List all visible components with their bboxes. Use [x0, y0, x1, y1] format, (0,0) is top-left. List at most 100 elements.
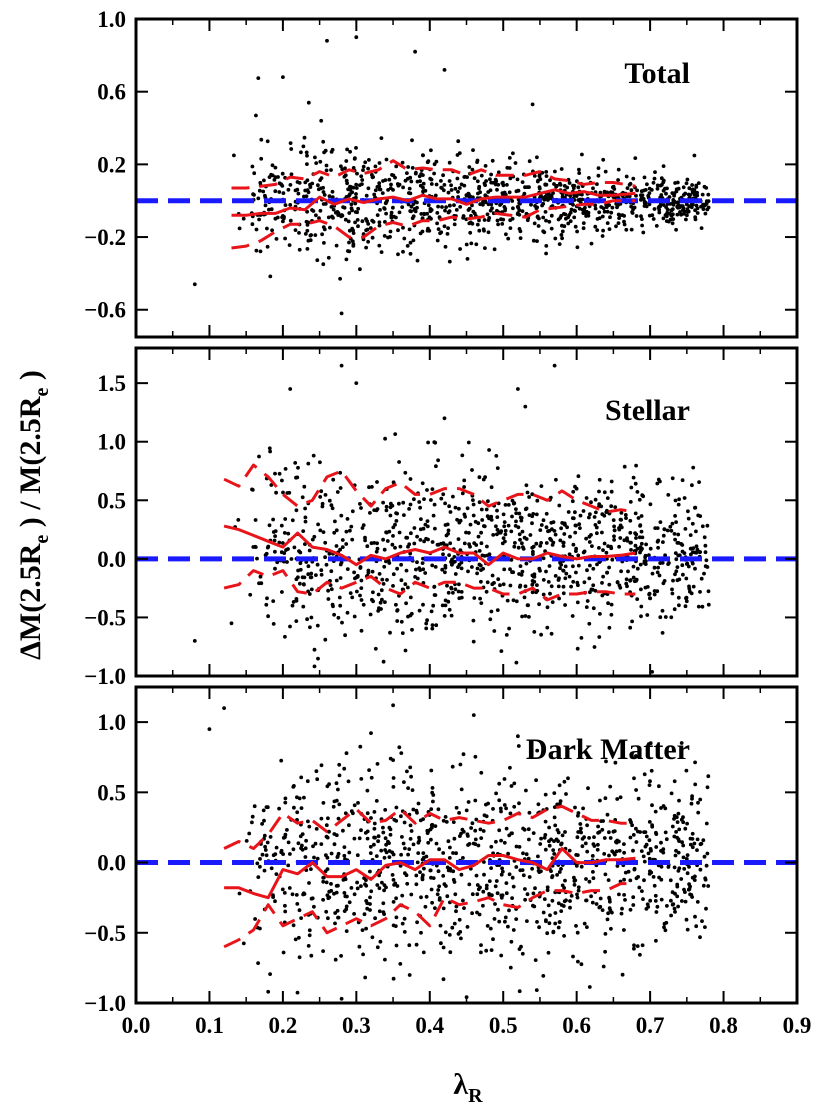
data-point — [448, 203, 452, 208]
data-point — [285, 560, 289, 564]
data-point — [648, 869, 652, 874]
data-point — [541, 578, 546, 582]
data-point — [524, 852, 529, 857]
data-point — [344, 751, 349, 756]
data-point — [281, 950, 286, 955]
data-point — [672, 779, 677, 784]
data-point — [316, 183, 320, 188]
data-point — [591, 186, 595, 191]
data-point — [338, 603, 343, 608]
data-point — [283, 203, 288, 208]
data-point — [483, 199, 487, 204]
data-point — [635, 944, 640, 948]
data-point — [283, 236, 287, 241]
y-tick-label: 0.2 — [97, 152, 126, 177]
data-point — [592, 844, 597, 848]
data-point — [703, 543, 708, 548]
data-point — [343, 894, 348, 899]
data-point — [675, 212, 680, 217]
data-point — [319, 176, 324, 181]
data-point — [670, 902, 675, 907]
data-point — [456, 537, 461, 541]
data-point — [435, 221, 439, 226]
data-point — [409, 204, 414, 209]
data-point — [652, 565, 657, 570]
data-point — [663, 553, 667, 558]
data-point — [632, 946, 636, 951]
y-axis-label: ΔM(2.5Re ) / M(2.5Re ) — [14, 370, 53, 660]
data-point — [507, 908, 511, 913]
data-point — [384, 559, 388, 564]
data-point — [350, 537, 355, 542]
data-point — [441, 945, 446, 950]
data-point — [605, 496, 610, 500]
data-point — [633, 156, 638, 161]
data-point — [436, 458, 440, 463]
data-point — [495, 515, 500, 519]
data-point — [435, 211, 440, 215]
data-point — [620, 906, 624, 911]
data-point — [655, 570, 660, 575]
data-point — [640, 223, 644, 228]
data-point — [442, 224, 447, 229]
data-point — [332, 530, 337, 535]
data-point — [584, 877, 588, 881]
data-point — [393, 522, 397, 527]
data-point — [564, 898, 568, 903]
data-point — [645, 182, 649, 187]
data-point — [306, 572, 311, 577]
data-point — [680, 563, 685, 568]
data-point — [523, 404, 528, 409]
data-point — [501, 512, 506, 517]
data-point — [540, 170, 545, 175]
data-point — [433, 906, 437, 910]
data-point — [664, 191, 668, 196]
data-point — [658, 183, 663, 188]
data-point — [481, 903, 485, 908]
data-point — [305, 209, 309, 214]
data-point — [488, 926, 493, 931]
data-point — [606, 878, 611, 882]
panels: −0.6−0.20.20.61.0Total−1.0−0.50.00.51.01… — [84, 7, 799, 1016]
data-point — [459, 831, 463, 836]
data-point — [471, 148, 475, 153]
data-point — [495, 527, 500, 532]
data-point — [536, 224, 541, 228]
data-point — [578, 513, 583, 518]
data-point — [441, 977, 446, 982]
data-point — [357, 836, 362, 841]
data-point — [488, 617, 493, 622]
data-point — [390, 873, 395, 877]
data-point — [693, 760, 697, 765]
data-point — [531, 512, 536, 516]
data-point — [418, 231, 423, 236]
data-point — [385, 578, 389, 582]
data-point — [435, 238, 440, 243]
data-point — [426, 537, 430, 542]
data-point — [347, 193, 351, 198]
data-point — [296, 191, 301, 196]
data-point — [312, 855, 316, 860]
data-point — [329, 150, 334, 154]
data-point — [595, 182, 599, 187]
data-point — [273, 549, 277, 554]
data-point — [638, 523, 643, 527]
data-point — [628, 907, 633, 912]
data-point — [503, 528, 508, 533]
data-point — [553, 823, 558, 828]
data-point — [584, 496, 589, 500]
data-point — [661, 581, 666, 586]
data-point — [356, 206, 361, 211]
data-point — [531, 831, 536, 835]
data-point — [514, 660, 519, 665]
data-point — [612, 538, 616, 542]
data-point — [331, 207, 336, 212]
data-point — [319, 763, 324, 768]
data-point — [643, 830, 648, 834]
data-point — [705, 785, 710, 790]
data-point — [563, 603, 567, 607]
data-point — [523, 887, 527, 891]
data-point — [365, 544, 370, 549]
data-point — [466, 569, 470, 574]
data-point — [443, 815, 448, 819]
